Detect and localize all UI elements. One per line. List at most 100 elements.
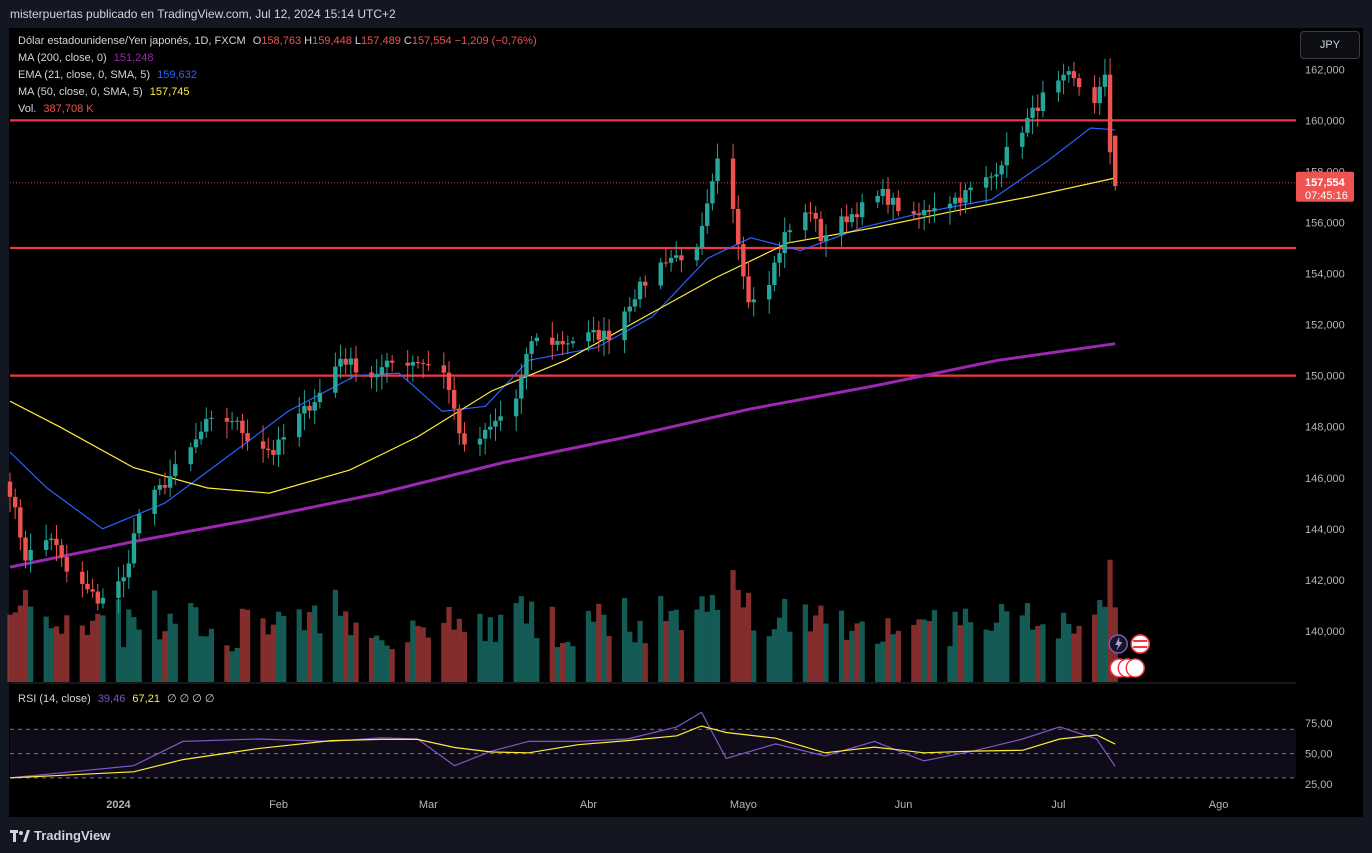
candle-body [477, 438, 483, 445]
volume-bar [668, 610, 674, 682]
candle-body [601, 330, 607, 340]
volume-bar [131, 617, 137, 682]
horizontal-levels [10, 119, 1296, 377]
volume-bar [673, 609, 679, 682]
volume-bar [895, 630, 901, 682]
candle-body [405, 362, 410, 366]
volume-bar [22, 589, 29, 682]
volume-bar [1035, 625, 1041, 682]
volume-bar [921, 619, 927, 682]
candle-body [560, 340, 565, 345]
volume-bar [570, 646, 576, 682]
volume-bar [229, 651, 235, 682]
volume-label: Vol. [18, 103, 37, 115]
candle-body [307, 405, 312, 411]
candle-body [1040, 92, 1046, 111]
volume-bar [523, 623, 530, 682]
volume-bar [518, 596, 524, 682]
volume-bar [813, 615, 819, 682]
candle-body [813, 213, 818, 219]
candle-body [333, 366, 338, 393]
candle-body [808, 212, 813, 214]
rsi-tick-label: 75,00 [1305, 718, 1333, 730]
time-tick-label: Abr [580, 799, 597, 811]
volume-bar [931, 610, 938, 682]
us-flag-stripe [1133, 646, 1148, 648]
volume-bar [152, 590, 158, 682]
publisher-text: misterpuertas publicado en TradingView.c… [10, 7, 396, 21]
volume-bar [167, 613, 173, 682]
volume-bar [405, 642, 411, 682]
volume-bar [787, 631, 793, 682]
volume-bar [1102, 606, 1108, 682]
volume-bar [694, 609, 700, 682]
candle-body [204, 418, 209, 432]
volume-bar [301, 630, 307, 682]
volume-bar [854, 623, 860, 682]
currency-button[interactable]: JPY [1300, 31, 1360, 59]
price-tick-label: 148,000 [1305, 422, 1345, 434]
candle-body [555, 340, 560, 345]
candle-body [890, 197, 896, 205]
volume-bar [487, 617, 493, 682]
candle-body [513, 398, 519, 417]
candle-body [23, 537, 28, 561]
rsi-label: RSI (14, close) [18, 693, 91, 705]
volume-bar [776, 617, 783, 682]
volume-bar [1097, 600, 1103, 682]
volume-bar [12, 612, 18, 682]
candle-body [875, 195, 880, 203]
candle-body [198, 431, 204, 440]
candle-body [880, 189, 886, 196]
volume-bar [838, 610, 845, 682]
volume-bar [482, 641, 488, 682]
candle-body [663, 262, 669, 264]
volume-bar [859, 621, 865, 682]
volume-bar [90, 620, 96, 682]
ma200-label: MA (200, close, 0) [18, 52, 107, 64]
candle-body [958, 197, 963, 203]
volume-bar [699, 596, 705, 682]
volume-bar [745, 592, 752, 682]
candle-body [927, 209, 932, 212]
candle-body [777, 253, 782, 263]
volume-bar [751, 630, 757, 682]
volume-bar [193, 607, 199, 682]
candle-body [736, 208, 741, 245]
volume-bar [637, 620, 643, 682]
candle-body [699, 225, 705, 248]
volume-bar [678, 630, 685, 682]
candle-body [782, 232, 787, 254]
volume-bar [53, 626, 60, 682]
candle-body [839, 216, 844, 236]
volume-bar [456, 618, 462, 682]
last-price-badge-text: 157,554 [1305, 177, 1346, 189]
volume-bar [115, 599, 122, 682]
candle-body [271, 450, 276, 455]
volume-bar [916, 619, 922, 682]
volume-bar [957, 625, 963, 682]
volume-bar [368, 637, 375, 682]
price-tick-label: 162,000 [1305, 64, 1345, 76]
volume-bar [477, 613, 483, 682]
price-tick-label: 160,000 [1305, 115, 1345, 127]
candle-body [173, 464, 178, 477]
volume-bar [306, 612, 313, 682]
candle-body [312, 402, 317, 411]
ohlc-c-label: C [403, 35, 412, 47]
volume-bar [275, 611, 282, 682]
price-tick-label: 156,000 [1305, 217, 1345, 229]
rsi-tick-label: 50,00 [1305, 749, 1333, 761]
ema21-label: EMA (21, close, 0, SMA, 5) [18, 69, 151, 81]
volume-bar [1060, 612, 1067, 682]
volume-bar [1076, 625, 1082, 682]
candle-body [446, 372, 452, 390]
candle-body [131, 533, 137, 564]
volume-bar [389, 649, 395, 682]
ma200-value: 151,248 [113, 52, 154, 64]
time-tick-label: Ago [1209, 799, 1229, 811]
volume-bar [1091, 614, 1098, 682]
candle-body [229, 421, 235, 423]
candle-body [209, 417, 214, 419]
